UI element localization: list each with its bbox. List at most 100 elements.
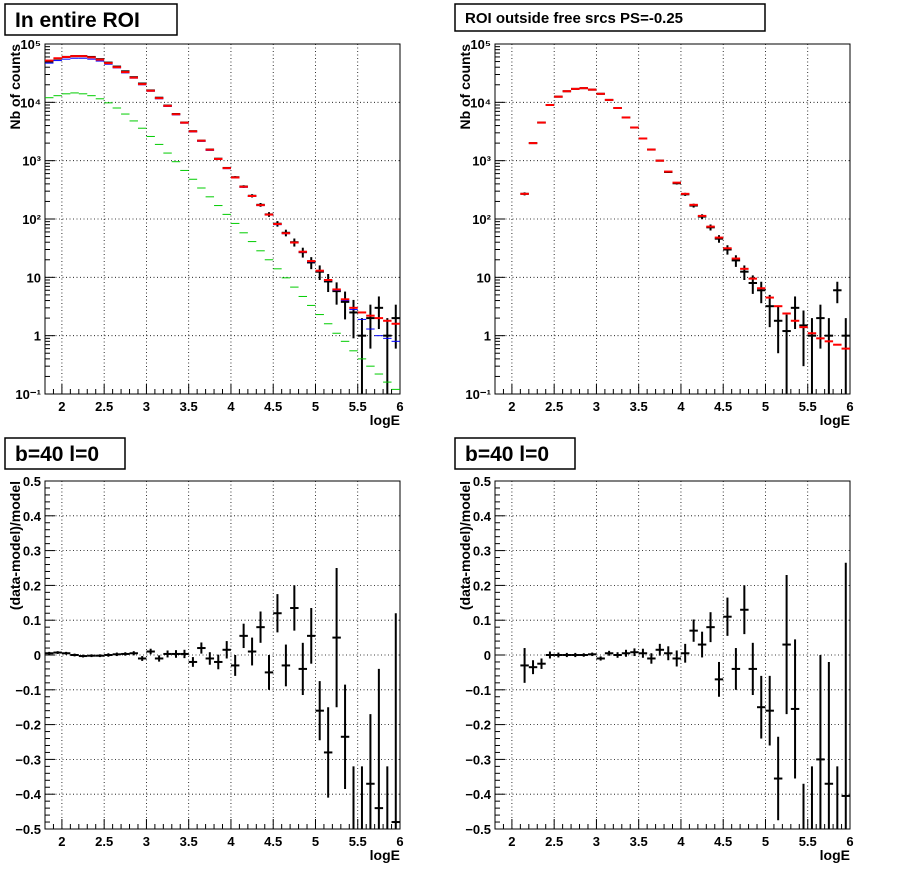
y-axis-label: (data-model)/model: [7, 481, 23, 610]
data-point: [340, 291, 350, 320]
data-point: [87, 654, 96, 658]
y-tick-label: 10: [477, 270, 491, 285]
data-point: [714, 235, 724, 243]
y-axis-label: (data-model)/model: [457, 481, 473, 610]
data-point: [137, 656, 147, 661]
x-tick-label: 5: [312, 834, 319, 849]
data-point: [349, 299, 358, 339]
y-tick-label: 1: [34, 329, 41, 344]
data-point: [273, 594, 282, 633]
y-tick-label: 0.3: [23, 544, 41, 559]
y-tick-label: 10⁴: [20, 95, 41, 110]
data-series-3: [45, 55, 400, 325]
x-axis-label: logE: [820, 847, 850, 863]
data-series-2: [520, 87, 850, 350]
data-point: [366, 714, 375, 829]
y-tick-label: 0.1: [473, 613, 491, 628]
x-tick-label: 4.5: [264, 399, 282, 414]
data-point: [748, 642, 758, 696]
data-point: [723, 597, 732, 636]
data-point: [383, 318, 392, 394]
chart-title: b=40 l=0: [465, 443, 549, 466]
x-tick-label: 4: [227, 399, 235, 414]
chart-panel-1: 2 2.5 3 3.5 4 4.5 5 5.5 6 10⁻¹ 1 10 10² 10³ 10⁴ 10⁵ logE…: [4, 3, 404, 428]
x-tick-label: 6: [396, 834, 403, 849]
data-point: [714, 661, 724, 697]
x-tick-label: 3: [143, 399, 150, 414]
y-tick-label: 10⁵: [20, 37, 41, 52]
title-box: [4, 437, 126, 470]
data-point: [332, 282, 341, 305]
y-tick-label: −0.4: [465, 787, 491, 802]
data-point: [647, 653, 656, 664]
x-axis-label: logE: [820, 412, 850, 428]
y-axis-label: Nb of counts: [457, 44, 473, 130]
data-point: [689, 619, 698, 642]
data-point: [579, 653, 588, 657]
data-point: [121, 652, 130, 656]
data-point: [323, 274, 333, 293]
data-point: [799, 310, 808, 367]
data-point: [230, 655, 240, 676]
y-tick-label: 10: [27, 270, 41, 285]
data-point: [391, 613, 400, 829]
data-point: [146, 648, 155, 655]
y-tick-label: 0.5: [23, 474, 41, 489]
y-tick-label: 10⁵: [470, 37, 491, 52]
data-series-4: [45, 92, 400, 390]
data-point: [374, 296, 384, 330]
data-point: [782, 314, 791, 394]
data-point: [528, 660, 538, 675]
data-point: [587, 652, 597, 657]
y-tick-label: 0.3: [473, 544, 491, 559]
x-tick-label: 3.5: [180, 399, 198, 414]
chart-panel-3: 2 2.5 3 3.5 4 4.5 5 5.5 6 −0.5 −0.4 −0.3 −0.2 −0.1 0 0.…: [4, 437, 404, 863]
x-tick-label: 4.5: [714, 399, 732, 414]
data-point: [53, 651, 62, 654]
y-tick-label: 10⁴: [470, 95, 491, 110]
title-box: [454, 3, 766, 32]
data-point: [731, 255, 741, 267]
data-point: [307, 257, 316, 270]
data-point: [706, 612, 715, 643]
data-point: [366, 304, 375, 349]
data-point: [841, 562, 850, 829]
data-point: [129, 651, 138, 656]
x-axis-label: logE: [370, 412, 400, 428]
data-point: [630, 648, 639, 657]
y-tick-label: 0: [34, 648, 41, 663]
chart-title: In entire ROI: [15, 9, 140, 32]
x-tick-label: 6: [846, 834, 853, 849]
data-point: [545, 651, 555, 659]
y-tick-label: −0.4: [15, 787, 41, 802]
data-point: [45, 651, 54, 655]
data-point: [816, 655, 825, 829]
data-point: [205, 652, 215, 665]
x-tick-label: 3.5: [180, 834, 198, 849]
data-point: [298, 642, 308, 696]
data-point: [562, 652, 572, 658]
data-point: [281, 644, 291, 687]
x-tick-label: 3.5: [630, 834, 648, 849]
data-point: [773, 307, 783, 354]
x-tick-label: 4: [677, 834, 685, 849]
data-point: [782, 574, 791, 715]
y-tick-label: 0.5: [473, 474, 491, 489]
data-point: [731, 648, 741, 690]
data-point: [790, 296, 800, 330]
x-tick-label: 5.5: [349, 399, 367, 414]
y-tick-label: −0.1: [15, 683, 41, 698]
data-point: [214, 654, 223, 670]
x-tick-label: 4.5: [264, 834, 282, 849]
x-tick-label: 2.5: [545, 834, 563, 849]
data-point: [757, 675, 766, 739]
data-point: [604, 650, 614, 656]
x-tick-label: 5.5: [349, 834, 367, 849]
data-point: [824, 318, 834, 394]
x-tick-label: 2.5: [545, 399, 563, 414]
chart-title: b=40 l=0: [15, 443, 99, 466]
data-point: [332, 568, 341, 708]
data-point: [571, 652, 580, 658]
data-point: [104, 653, 113, 657]
